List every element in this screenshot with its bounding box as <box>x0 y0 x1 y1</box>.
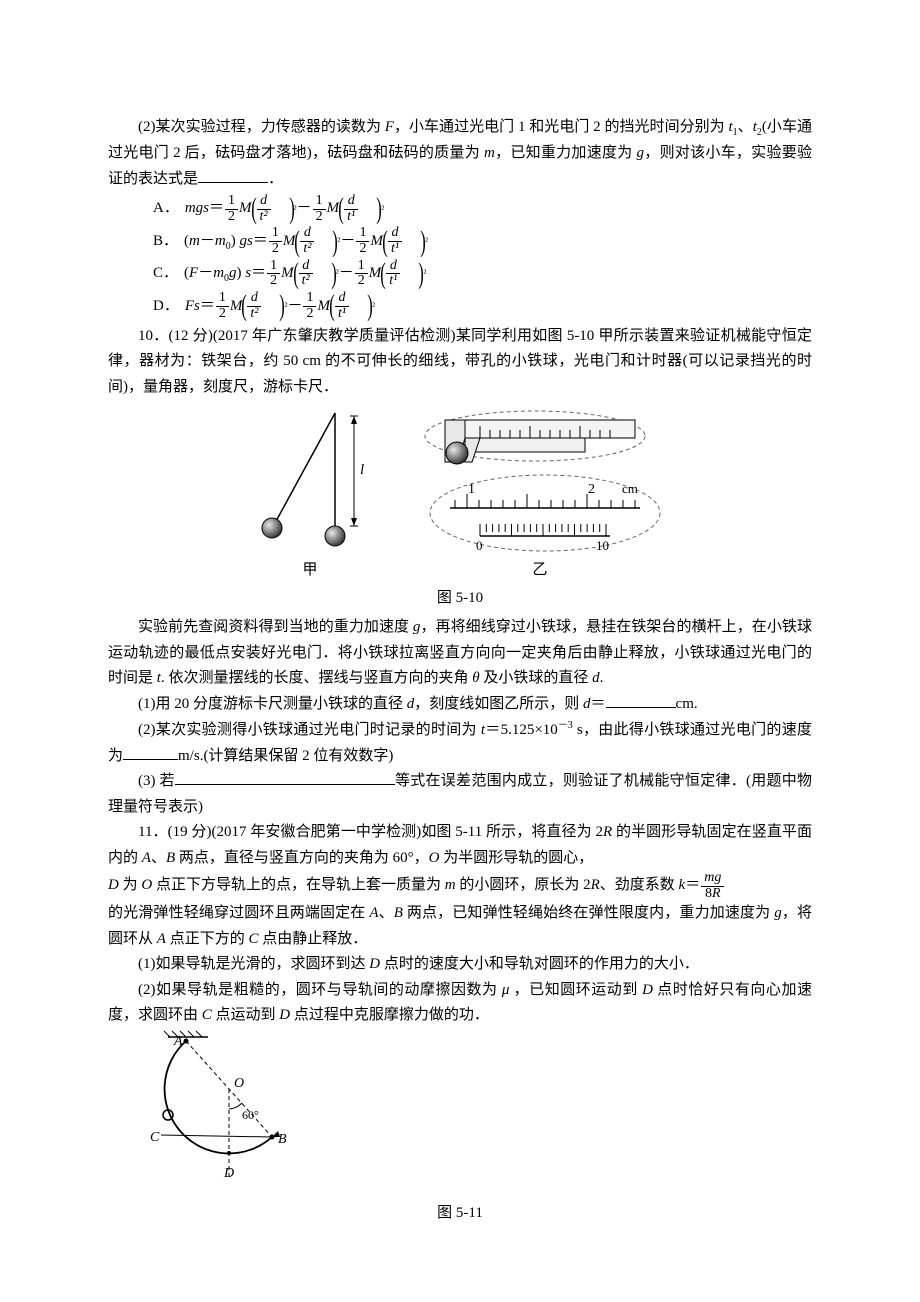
q9-choice-b-label: B． <box>153 229 178 255</box>
lparen-icon: ( <box>251 194 257 224</box>
lparen-icon: ( <box>329 291 335 321</box>
lparen-icon: ( <box>382 227 388 257</box>
minus: － <box>297 196 312 222</box>
q10-p2: (2)某次实验测得小铁球通过光电门时记录的时间为 t＝5.125×10－3 s，… <box>108 717 812 769</box>
q9-choice-b-prefix: (m－m0) gs＝ <box>184 229 268 255</box>
svg-text:B: B <box>278 1132 287 1147</box>
svg-text:O: O <box>234 1076 244 1091</box>
lparen-icon: ( <box>293 259 299 289</box>
q11-head-a: 11．(19 分)(2017 年安徽合肥第一中学检测)如图 5-11 所示，将直… <box>108 820 812 871</box>
q11-p2: (2)如果导轨是粗糙的，圆环与导轨间的动摩擦因数为 μ ，已知圆环运动到 D 点… <box>108 978 812 1029</box>
q11-head-c: 的光滑弹性轻绳穿过圆环且两端固定在 A、B 两点，已知弹性轻绳始终在弹性限度内，… <box>108 901 812 952</box>
q9-choice-a: A． mgs＝ 12 M ( dt² ) ² － 12 M ( dt¹ ) ² <box>153 194 812 224</box>
q10-fig-left-label: 甲 <box>250 558 370 584</box>
svg-text:60°: 60° <box>242 1108 259 1122</box>
q9-choice-d: D． Fs＝ 12 M ( dt² ) ² － 12 M ( dt¹ ) ² <box>153 291 812 321</box>
vernier-unit: cm <box>622 481 638 496</box>
half-frac: 12 <box>267 259 280 289</box>
half-frac: 12 <box>355 259 368 289</box>
half-frac: 12 <box>225 194 238 224</box>
rparen-icon: ) <box>376 194 382 224</box>
q11-head-b-pre: D 为 O 点正下方导轨上的点，在导轨上套一质量为 m 的小圆环，原长为 2R、… <box>108 873 700 899</box>
minus: － <box>339 261 354 287</box>
blank-v <box>123 744 178 760</box>
q10-p1-a: (1)用 20 分度游标卡尺测量小铁球的直径 d，刻度线如图乙所示，则 d＝ <box>138 696 606 712</box>
q10-figures: l 甲 <box>108 408 812 584</box>
vernier-icon: 1 2 cm 0 10 <box>410 408 670 558</box>
q11-p1: (1)如果导轨是光滑的，求圆环到达 D 点时的速度大小和导轨对圆环的作用力的大小… <box>108 952 812 978</box>
rparen-icon: ) <box>419 259 425 289</box>
q9-choice-c-label: C． <box>153 261 178 287</box>
rparen-icon: ) <box>367 291 373 321</box>
d-over-t1: dt¹ <box>388 226 402 256</box>
q10-fig-right: 1 2 cm 0 10 乙 <box>410 408 670 584</box>
half-frac: 12 <box>313 194 326 224</box>
blank-eq <box>175 769 395 785</box>
q10-body: 实验前先查阅资料得到当地的重力加速度 g，再将细线穿过小铁球，悬挂在铁架台的横杆… <box>108 615 812 692</box>
q9-para2: (2)某次实验过程，力传感器的读数为 F，小车通过光电门 1 和光电门 2 的挡… <box>108 115 812 192</box>
lparen-icon: ( <box>295 227 301 257</box>
mass-m: M <box>370 229 383 255</box>
q10-p1-b: cm. <box>676 696 698 712</box>
svg-text:C: C <box>150 1130 160 1145</box>
d-over-t1: dt¹ <box>344 194 358 224</box>
q10-fig-left: l 甲 <box>250 408 370 584</box>
rparen-icon: ) <box>280 291 286 321</box>
d-over-t2: dt² <box>300 226 314 256</box>
q9-choice-b: B． (m－m0) gs＝ 12 M ( dt² ) ² － 12 M ( dt… <box>153 226 812 256</box>
mass-m: M <box>281 261 294 287</box>
q9-choices: A． mgs＝ 12 M ( dt² ) ² － 12 M ( dt¹ ) ² … <box>108 194 812 322</box>
q9-choice-d-prefix: Fs＝ <box>185 294 215 320</box>
q11-fig-caption: 图 5-11 <box>108 1201 812 1227</box>
half-frac: 12 <box>269 226 282 256</box>
q9-choice-a-label: A． <box>153 196 179 222</box>
d-over-t2: dt² <box>257 194 271 224</box>
half-frac: 12 <box>303 291 316 321</box>
lparen-icon: ( <box>381 259 387 289</box>
q10-p3-a: (3) 若 <box>138 773 175 789</box>
q10-head: 10．(12 分)(2017 年广东肇庆教学质量评估检测)某同学利用如图 5-1… <box>108 324 812 401</box>
q11-head-b: D 为 O 点正下方导轨上的点，在导轨上套一质量为 m 的小圆环，原长为 2R、… <box>108 871 812 901</box>
q9-choice-c-prefix: (F－m0g) s＝ <box>184 261 266 287</box>
minus: － <box>287 294 302 320</box>
sq: ² <box>423 265 426 282</box>
lparen-icon: ( <box>338 194 344 224</box>
q10-fig-right-label: 乙 <box>410 558 670 584</box>
vernier-main-1: 1 <box>468 482 475 497</box>
rparen-icon: ) <box>289 194 295 224</box>
minus: － <box>340 229 355 255</box>
q10-fig-caption: 图 5-10 <box>108 586 812 612</box>
d-over-t2: dt² <box>299 259 313 289</box>
vernier-sub-0: 0 <box>476 538 483 553</box>
vernier-sub-10: 10 <box>596 538 609 553</box>
q11-figure: A O B C D 60° 图 5-11 <box>108 1029 812 1227</box>
half-frac: 12 <box>216 291 229 321</box>
svg-text:A: A <box>173 1034 183 1049</box>
q9-choice-c: C． (F－m0g) s＝ 12 M ( dt² ) ² － 12 M ( dt… <box>153 259 812 289</box>
q9-para2-text: (2)某次实验过程，力传感器的读数为 F，小车通过光电门 1 和光电门 2 的挡… <box>108 119 812 187</box>
d-over-t1: dt¹ <box>386 259 400 289</box>
half-frac: 12 <box>356 226 369 256</box>
d-over-t1: dt¹ <box>335 291 349 321</box>
rparen-icon: ) <box>331 259 337 289</box>
l-label: l <box>360 462 364 478</box>
q10-p3: (3) 若等式在误差范围内成立，则验证了机械能守恒定律．(用题中物理量符号表示) <box>108 769 812 820</box>
d-over-t2: dt² <box>247 291 261 321</box>
lparen-icon: ( <box>242 291 248 321</box>
q10-p2-b: m/s.(计算结果保留 2 位有效数字) <box>178 748 393 764</box>
svg-text:D: D <box>223 1166 234 1181</box>
q9-choice-a-prefix: mgs＝ <box>185 196 224 222</box>
rparen-icon: ) <box>420 227 426 257</box>
q9-choice-d-label: D． <box>153 294 179 320</box>
semicircle-track-icon: A O B C D 60° <box>108 1029 308 1199</box>
rparen-icon: ) <box>333 227 339 257</box>
vernier-main-2: 2 <box>588 482 595 497</box>
k-frac: mg8R <box>701 871 724 901</box>
blank-d <box>606 692 676 708</box>
mass-m: M <box>239 196 252 222</box>
mass-m: M <box>317 294 330 320</box>
pendulum-icon: l <box>250 408 370 558</box>
q10-p1: (1)用 20 分度游标卡尺测量小铁球的直径 d，刻度线如图乙所示，则 d＝ cm… <box>108 692 812 718</box>
